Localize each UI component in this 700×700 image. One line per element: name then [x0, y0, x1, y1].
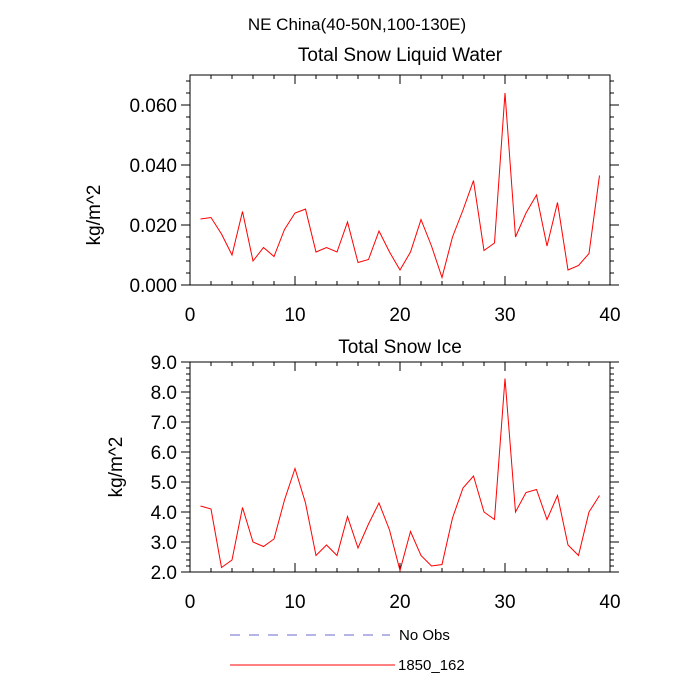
legend-entry-1850-162: 1850_162	[230, 657, 465, 674]
series-lines	[200, 92, 600, 280]
x-tick-label: 0	[185, 592, 196, 613]
y-tick-label: 3.0	[151, 533, 177, 554]
x-tick-label: 0	[185, 305, 196, 326]
tick-labels: 0 10 20 30 40 2.0 3.0 4.0 5.0 6.0 7.0 8.0 9.0	[151, 353, 621, 613]
y-tick-label: 0.060	[129, 96, 177, 117]
x-tick-label: 10	[284, 592, 305, 613]
series-line-1850-162	[200, 92, 600, 280]
tick-marks	[181, 75, 619, 286]
y-axis-label: kg/m^2	[84, 185, 105, 246]
y-tick-label: 5.0	[151, 473, 177, 494]
y-tick-label: 0.000	[129, 276, 177, 297]
series-lines	[200, 378, 600, 573]
y-axis-label: kg/m^2	[106, 437, 127, 498]
y-tick-label: 2.0	[151, 563, 177, 584]
figure-suptitle: NE China(40-50N,100-130E)	[248, 15, 466, 34]
legend-entry-no-obs: No Obs	[230, 627, 450, 644]
plot-frame	[189, 361, 611, 573]
x-tick-label: 30	[494, 305, 515, 326]
series-line-1850-162	[200, 378, 600, 573]
y-tick-label: 8.0	[151, 383, 177, 404]
legend: No Obs 1850_162	[230, 627, 465, 674]
x-tick-label: 30	[494, 592, 515, 613]
tick-labels: 0 10 20 30 40 0.000 0.020 0.040 0.060	[129, 96, 620, 326]
panel-snow-liquid-water: Total Snow Liquid Water kg/m^2 0 10 20 30 40…	[84, 45, 621, 326]
y-tick-label: 0.020	[129, 216, 177, 237]
x-tick-label: 40	[599, 305, 620, 326]
legend-label-1850-162: 1850_162	[398, 657, 465, 674]
y-tick-label: 4.0	[151, 503, 177, 524]
panel-snow-ice: Total Snow Ice kg/m^2 0 10 20 30 40 2.0 3.0 4.0…	[106, 337, 621, 613]
panel-title: Total Snow Ice	[338, 337, 462, 358]
x-tick-label: 20	[389, 305, 410, 326]
y-tick-label: 9.0	[151, 353, 177, 374]
x-tick-label: 40	[599, 592, 620, 613]
y-tick-label: 0.040	[129, 156, 177, 177]
plot-frame	[189, 74, 611, 286]
y-tick-label: 6.0	[151, 443, 177, 464]
x-tick-label: 10	[284, 305, 305, 326]
panel-title: Total Snow Liquid Water	[298, 45, 503, 66]
x-tick-label: 20	[389, 592, 410, 613]
tick-marks	[181, 361, 619, 573]
legend-label-no-obs: No Obs	[399, 627, 450, 644]
y-tick-label: 7.0	[151, 413, 177, 434]
